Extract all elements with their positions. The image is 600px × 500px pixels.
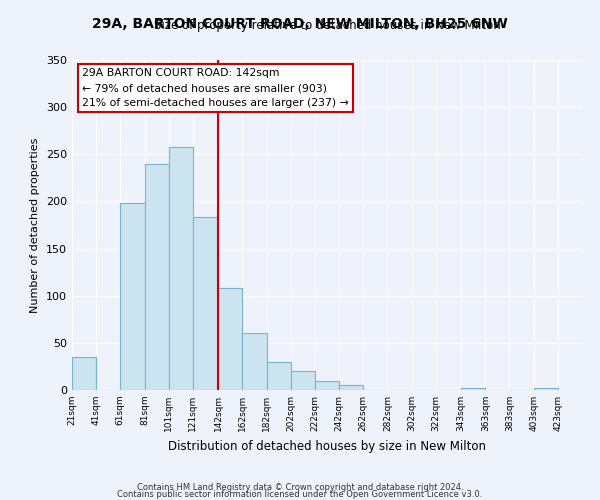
Bar [461, 388, 485, 390]
Bar [218, 288, 242, 390]
Bar [266, 362, 291, 390]
Bar [169, 146, 193, 390]
Bar [339, 386, 363, 390]
Bar [72, 357, 96, 390]
Bar [242, 334, 266, 390]
Bar [121, 204, 145, 390]
Bar [193, 218, 218, 390]
Text: 29A BARTON COURT ROAD: 142sqm
← 79% of detached houses are smaller (903)
21% of : 29A BARTON COURT ROAD: 142sqm ← 79% of d… [82, 68, 349, 108]
Bar [291, 371, 315, 390]
X-axis label: Distribution of detached houses by size in New Milton: Distribution of detached houses by size … [168, 440, 486, 452]
Text: Contains HM Land Registry data © Crown copyright and database right 2024.: Contains HM Land Registry data © Crown c… [137, 484, 463, 492]
Text: Contains public sector information licensed under the Open Government Licence v3: Contains public sector information licen… [118, 490, 482, 499]
Bar [145, 164, 169, 390]
Y-axis label: Number of detached properties: Number of detached properties [31, 138, 40, 312]
Text: 29A, BARTON COURT ROAD, NEW MILTON, BH25 6NW: 29A, BARTON COURT ROAD, NEW MILTON, BH25… [92, 18, 508, 32]
Title: Size of property relative to detached houses in New Milton: Size of property relative to detached ho… [154, 20, 500, 32]
Bar [315, 380, 339, 390]
Bar [533, 388, 558, 390]
